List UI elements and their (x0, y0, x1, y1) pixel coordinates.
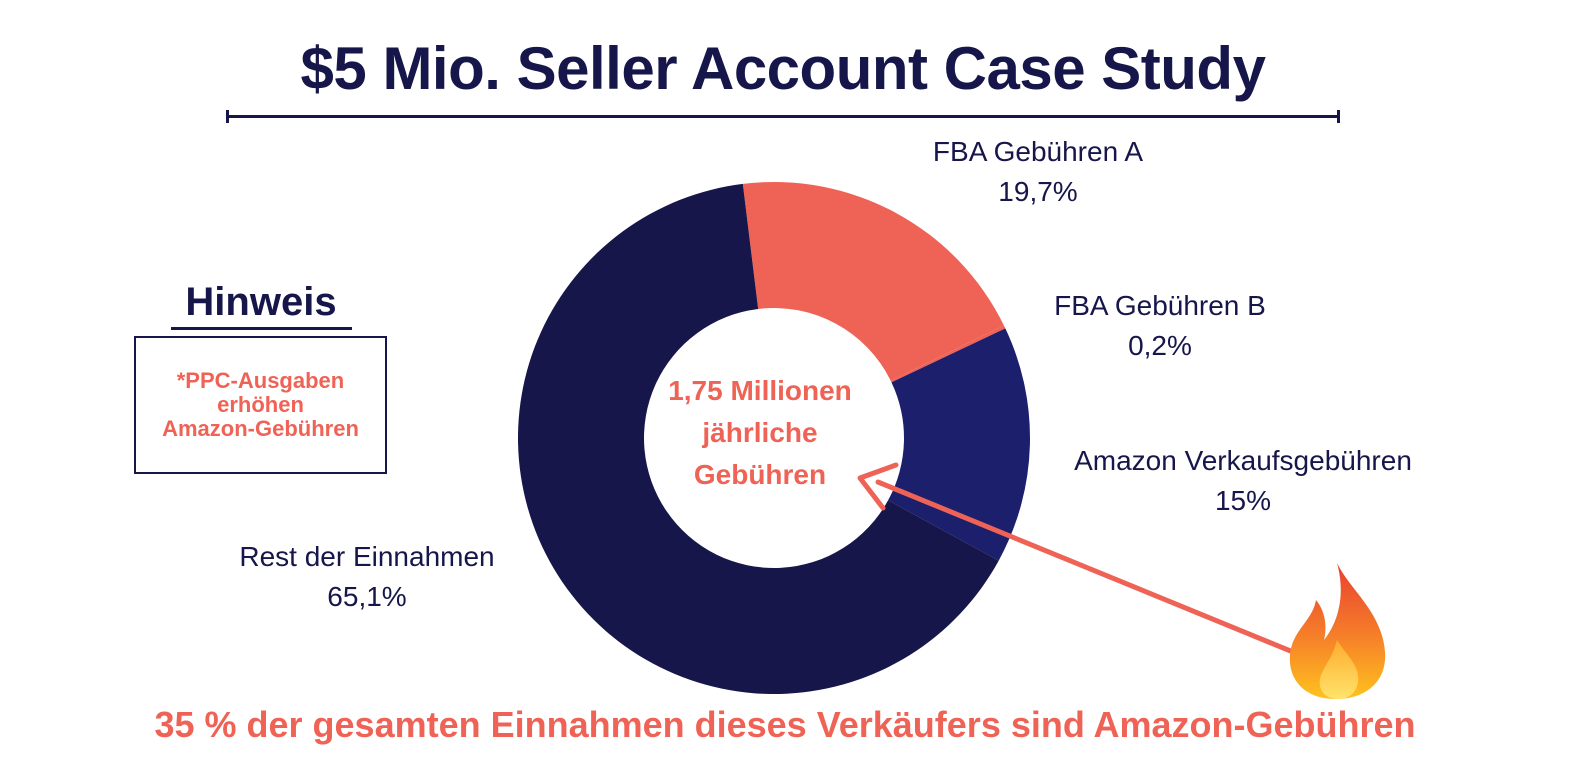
fire-icon (1289, 563, 1386, 700)
label-rest: Rest der Einnahmen 65,1% (208, 537, 526, 617)
note-heading-underline (171, 327, 352, 330)
chart-title: $5 Mio. Seller Account Case Study (300, 35, 1266, 102)
label-fba-b-name: FBA Gebühren B (1054, 290, 1266, 321)
label-selling-fees: Amazon Verkaufsgebühren 15% (1040, 441, 1446, 521)
donut-center-label: 1,75 Millionen jährliche Gebühren (668, 375, 852, 490)
label-selling-fees-name: Amazon Verkaufsgebühren (1074, 445, 1412, 476)
label-fba-a-name: FBA Gebühren A (932, 136, 1144, 167)
label-rest-name: Rest der Einnahmen (239, 541, 495, 572)
note-text: *PPC-Ausgaben erhöhen Amazon-Gebühren (162, 368, 359, 441)
label-fba-a: FBA Gebühren A 19,7% (900, 132, 1176, 212)
label-fba-b: FBA Gebühren B 0,2% (1022, 286, 1298, 366)
label-rest-value: 65,1% (327, 581, 407, 612)
title-underline (226, 110, 1340, 123)
donut-slice-1 (890, 325, 1006, 383)
label-fba-b-value: 0,2% (1128, 330, 1192, 361)
donut-slice-0 (742, 182, 1004, 381)
label-fba-a-value: 19,7% (998, 176, 1078, 207)
donut-slice-3 (518, 183, 999, 694)
note-heading: Hinweis (185, 280, 337, 324)
note-box: *PPC-Ausgaben erhöhen Amazon-Gebühren (134, 336, 387, 474)
arrow-icon (857, 462, 1296, 655)
label-selling-fees-value: 15% (1214, 485, 1272, 516)
footer-statement: 35 % der gesamten Einnahmen dieses Verkä… (154, 704, 1416, 745)
